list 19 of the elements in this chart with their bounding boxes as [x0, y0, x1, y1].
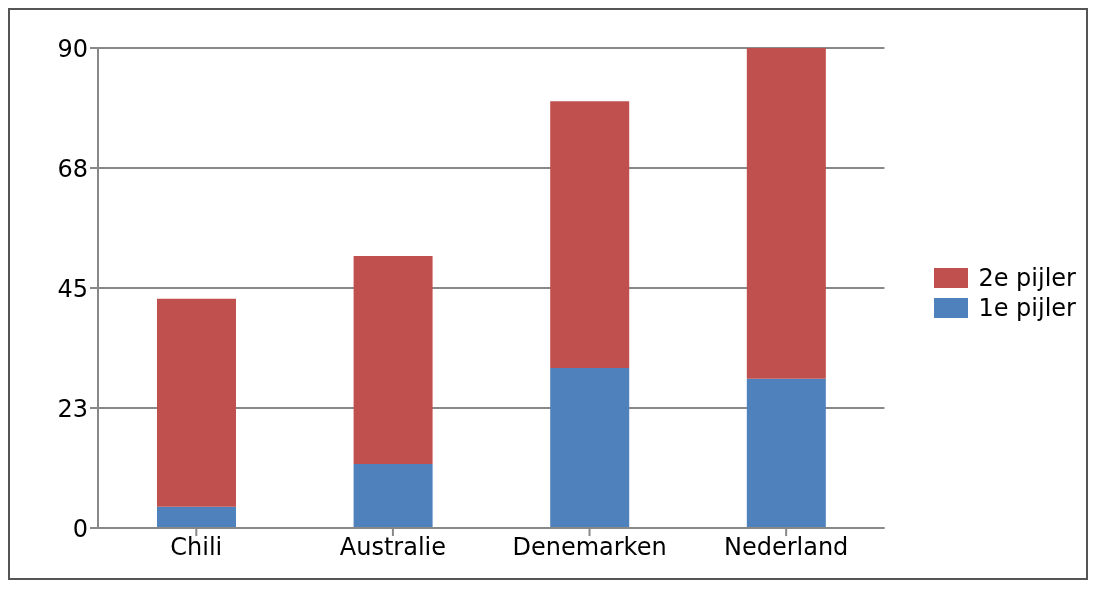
y-tick-label: 0: [72, 514, 88, 543]
x-tick-label: Denemarken: [512, 533, 667, 562]
y-tick-label: 68: [57, 154, 88, 183]
bar: [746, 48, 826, 379]
bar: [550, 368, 630, 528]
y-tick-label: 23: [57, 394, 88, 423]
bar: [746, 378, 826, 528]
x-tick-label: Chili: [170, 533, 223, 562]
bar: [550, 101, 630, 368]
bar: [353, 256, 433, 464]
x-tick-label: Nederland: [723, 533, 849, 562]
y-tick-label: 45: [57, 274, 88, 303]
y-tick-label: 90: [57, 34, 88, 63]
bar: [156, 298, 236, 507]
bar: [353, 464, 433, 528]
bar: [156, 506, 236, 528]
legend-label: 1e pijler: [978, 294, 1076, 322]
legend-label: 2e pijler: [978, 264, 1076, 292]
x-tick-label: Australie: [339, 533, 447, 562]
